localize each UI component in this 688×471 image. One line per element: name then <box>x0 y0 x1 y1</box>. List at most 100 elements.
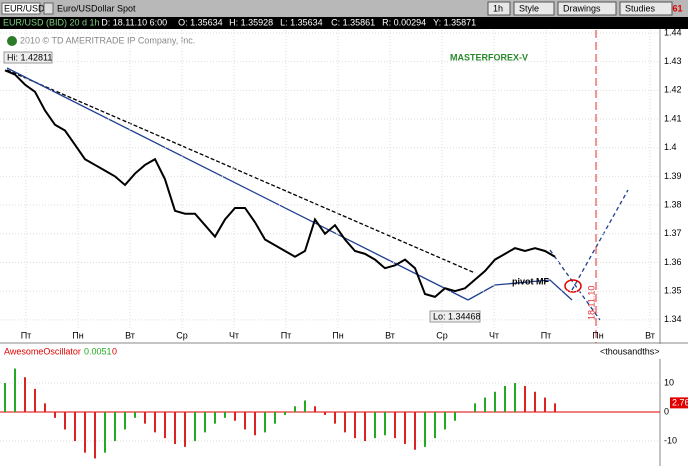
osc-bar <box>164 412 166 439</box>
y-tick-label: 1.41 <box>664 113 682 123</box>
osc-bar <box>24 377 26 413</box>
osc-bar <box>234 412 236 421</box>
header-field: Y: 1.35871 <box>433 17 476 27</box>
header-field: L: 1.35634 <box>280 17 323 27</box>
osc-bar <box>94 412 96 459</box>
osc-bar <box>224 412 226 418</box>
right-axis <box>660 29 688 466</box>
header-field: H: 1.35928 <box>229 17 273 27</box>
last-value-box <box>670 397 688 409</box>
button-label: Studies <box>625 3 656 13</box>
osc-bar <box>244 412 246 430</box>
osc-bar <box>524 385 526 413</box>
x-tick-label: Пн <box>332 330 343 340</box>
osc-flag: 0 <box>112 346 117 356</box>
pivot-line <box>467 279 573 301</box>
button-label: Style <box>519 3 539 13</box>
osc-current: 0.0051 <box>84 346 112 356</box>
osc-bar <box>194 412 196 442</box>
osc-bar <box>44 403 46 413</box>
osc-bar <box>144 412 146 424</box>
header-field: EUR/USD (BID) 20 d 1h <box>3 17 100 27</box>
x-tick-label: Вт <box>645 330 655 340</box>
osc-bar <box>364 412 366 442</box>
osc-bar <box>444 412 446 430</box>
osc-bar <box>414 412 416 450</box>
header-field: O: 1.35634 <box>178 17 223 27</box>
symbol-menu[interactable] <box>43 2 54 15</box>
y-tick-label: 1.4 <box>664 142 677 152</box>
last-value: 2.76 <box>672 398 688 408</box>
osc-bar <box>64 412 66 430</box>
y-tick-label: 1.34 <box>664 314 682 324</box>
lo-label: Lo: 1.34468 <box>433 311 481 321</box>
osc-bar <box>544 397 546 413</box>
button[interactable] <box>557 1 617 16</box>
pivot-circle <box>564 279 582 293</box>
copyright: 2010 © TD AMERITRADE IP Company, Inc. <box>20 35 195 45</box>
button[interactable] <box>513 1 555 16</box>
osc-bar <box>374 412 376 439</box>
projection-up <box>571 189 629 291</box>
x-tick-label: Ср <box>436 330 448 340</box>
symbol-box[interactable] <box>1 2 41 15</box>
osc-bar <box>174 412 176 444</box>
osc-bar <box>404 412 406 444</box>
description: Euro/USDollar Spot <box>57 3 136 13</box>
button[interactable] <box>619 1 673 16</box>
osc-bar <box>204 412 206 433</box>
y-tick-label: 1.43 <box>664 56 682 66</box>
osc-title: AwesomeOscillator <box>4 346 81 356</box>
hi-label: Hi: 1.42811 <box>7 52 52 62</box>
price-line <box>4 69 556 298</box>
x-tick-label: Ср <box>176 330 188 340</box>
x-tick-label: Вт <box>125 330 135 340</box>
lo-box <box>429 310 481 323</box>
osc-bar <box>514 383 516 413</box>
osc-bar <box>554 403 556 413</box>
header-bar <box>0 17 688 29</box>
trend-line <box>6 67 469 301</box>
projection-down <box>549 249 601 321</box>
osc-bar <box>534 391 536 413</box>
osc-bar <box>384 412 386 436</box>
header-field: R: 0.00294 <box>382 17 426 27</box>
y-tick-label: 10 <box>664 377 674 387</box>
osc-bar <box>104 412 106 453</box>
y-tick-label: 1.35 <box>664 286 682 296</box>
x-tick-label: Пн <box>72 330 83 340</box>
x-tick-label: Вт <box>385 330 395 340</box>
y-tick-label: 1.39 <box>664 171 682 181</box>
osc-bar <box>124 412 126 430</box>
symbol: EUR/USD <box>4 3 45 13</box>
y-tick-label: 1.44 <box>664 27 682 37</box>
button[interactable] <box>487 1 511 16</box>
osc-bar <box>354 412 356 439</box>
x-tick-label: Чт <box>229 330 239 340</box>
osc-bar <box>474 403 476 413</box>
osc-header <box>0 344 688 359</box>
osc-bar <box>14 368 16 413</box>
date-label: 18.11.10 <box>586 286 596 320</box>
osc-bar <box>114 412 116 442</box>
osc-bar <box>154 412 156 433</box>
osc-bar <box>214 412 216 424</box>
osc-bar <box>314 406 316 413</box>
osc-bar <box>84 412 86 453</box>
osc-bar <box>264 412 266 433</box>
y-tick-label: 1.37 <box>664 228 682 238</box>
x-tick-label: Пн <box>592 330 603 340</box>
osc-bar <box>394 412 396 439</box>
osc-bar <box>34 388 36 413</box>
osc-bar <box>484 397 486 413</box>
osc-bar <box>344 412 346 433</box>
osc-bar <box>324 412 326 415</box>
osc-bar <box>4 383 6 413</box>
button-label: Drawings <box>563 3 601 13</box>
osc-bar <box>284 412 286 415</box>
osc-bar <box>184 412 186 447</box>
hi-box <box>3 51 53 64</box>
osc-bar <box>294 406 296 413</box>
button-label: 1h <box>493 3 503 13</box>
